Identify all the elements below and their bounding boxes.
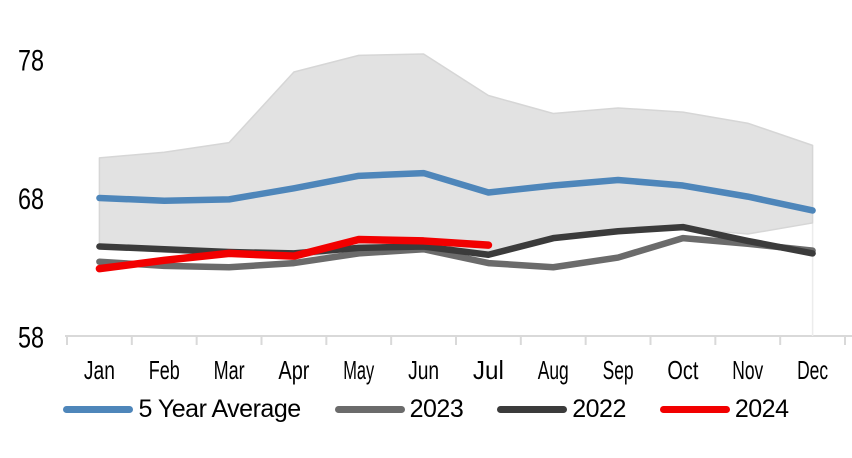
legend-item-2024: 2024 [659,394,789,423]
month-label-dec: Dec [797,355,828,385]
month-label-feb: Feb [149,355,180,385]
series-line-2024 [95,235,493,273]
series-line-5-year-average [96,169,816,214]
month-label-nov: Nov [732,355,763,385]
y-axis-label-78: 78 [18,45,44,78]
month-label-jun: Jun [408,355,439,385]
month-label-may: May [343,355,374,385]
legend-line-swatch-2022 [497,405,568,413]
chart-legend: 5 Year Average 2023 2022 2024 [0,391,852,427]
y-axis-label-68: 68 [18,183,44,216]
month-label-jul: Jul [473,355,504,385]
line-chart-canvas: Jan Feb Mar Apr May Jun Jul Aug Sep Oct Nov Dec 58 68… [18,45,852,385]
legend-line-swatch-2023 [334,405,405,413]
month-label-apr: Apr [278,355,309,385]
legend-item-2023: 2023 [334,394,464,423]
month-label-sep: Sep [603,355,634,385]
legend-label-5-year-average: 5 Year Average [138,394,301,423]
legend-item-2022: 2022 [497,394,626,423]
month-label-aug: Aug [538,355,569,385]
legend-label-2023: 2023 [409,394,464,423]
legend-line-swatch-5-year-average [63,405,134,413]
month-label-oct: Oct [667,355,699,385]
y-axis-label-58: 58 [18,322,44,355]
five-year-range-band [98,53,814,259]
month-label-jan: Jan [84,355,115,385]
legend-label-2022: 2022 [572,394,626,423]
month-label-mar: Mar [214,355,245,385]
legend-line-swatch-2024 [659,405,730,413]
legend-item-5-year-average: 5 Year Average [63,394,301,423]
legend-label-2024: 2024 [734,394,789,423]
series-line-2023 [96,234,816,271]
